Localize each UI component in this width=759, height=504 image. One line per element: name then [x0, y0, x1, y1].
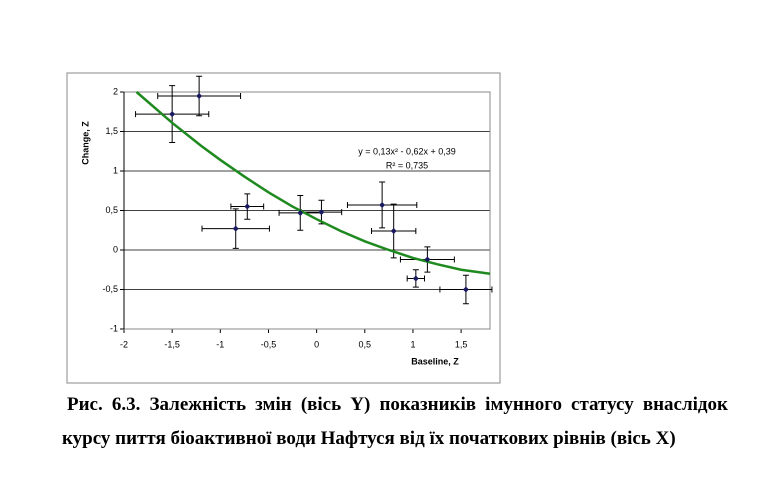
- x-axis-label: Baseline, Z: [411, 356, 459, 366]
- x-tick-label: -2: [120, 339, 128, 349]
- x-tick-label: 1: [410, 339, 415, 349]
- x-tick-label: 0,5: [359, 339, 372, 349]
- trend-r2: R² = 0,735: [386, 160, 428, 170]
- x-tick-label: -1,5: [164, 339, 180, 349]
- x-tick-label: 1,5: [455, 339, 468, 349]
- figure-caption: Рис. 6.3. Залежність змін (вісь Y) показ…: [62, 394, 728, 449]
- x-tick-label: -1: [216, 339, 224, 349]
- trendline: [135, 91, 491, 275]
- y-tick-label: -0,5: [102, 284, 118, 294]
- data-point: [390, 228, 397, 235]
- x-tick-label: -0,5: [261, 339, 277, 349]
- data-point: [318, 209, 325, 216]
- y-axis-label: Change, Z: [80, 121, 90, 165]
- data-point: [169, 111, 176, 118]
- data-point: [232, 225, 239, 232]
- data-point: [424, 256, 431, 263]
- y-tick-label: 0: [113, 244, 118, 254]
- chart-frame: [66, 72, 501, 384]
- y-tick-label: -1: [110, 323, 118, 333]
- data-point: [379, 201, 386, 208]
- trend-equation: y = 0,13x² - 0,62x + 0,39: [358, 146, 456, 156]
- y-tick-label: 2: [113, 86, 118, 96]
- x-tick-label: 0: [314, 339, 319, 349]
- y-tick-label: 1: [113, 165, 118, 175]
- chart: Change, Z Baseline, Z y = 0,13x² - 0,62x…: [66, 72, 501, 384]
- y-tick-label: 1,5: [105, 126, 118, 136]
- y-tick-label: 0,5: [105, 205, 118, 215]
- data-point: [196, 92, 203, 99]
- data-point: [244, 203, 251, 210]
- data-point: [297, 209, 304, 216]
- data-point: [462, 286, 469, 293]
- data-point: [412, 275, 419, 282]
